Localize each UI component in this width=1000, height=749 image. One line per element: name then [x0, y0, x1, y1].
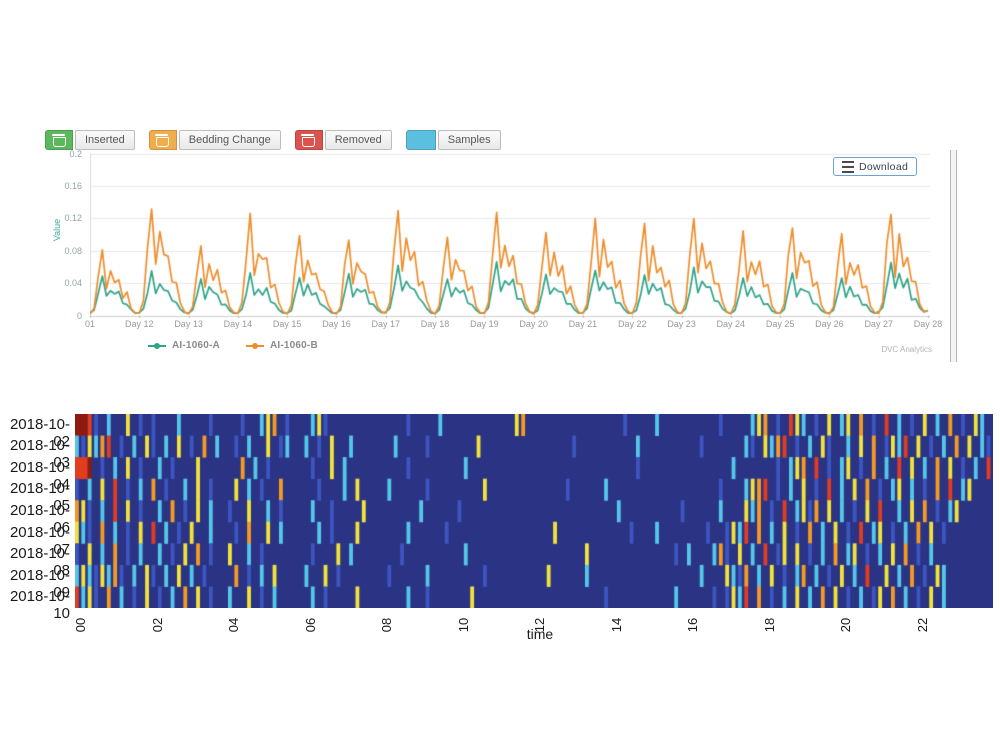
event-button-inserted[interactable]: Inserted: [45, 130, 135, 150]
x-tick-label: Day 26: [815, 319, 844, 329]
heatmap-time-tick-label: 10: [455, 617, 471, 633]
heatmap-time-tick-label: 02: [149, 617, 165, 633]
legend-item-ai-1060-a[interactable]: AI-1060-A: [148, 340, 220, 351]
x-tick-label: Day 27: [864, 319, 893, 329]
x-tick-label: Day 18: [420, 319, 450, 329]
vertical-scrollbar[interactable]: [950, 150, 957, 362]
heatmap-time-tick-label: 20: [838, 617, 853, 633]
event-button-label[interactable]: Removed: [324, 130, 392, 150]
basket-icon: [51, 133, 66, 147]
heatmap-row-label: 2018-10-10: [9, 588, 70, 623]
event-button-removed[interactable]: Removed: [294, 130, 392, 150]
heatmap-row-label: 2018-10-07: [9, 523, 70, 558]
event-legend-toolbar: Inserted Bedding Change Removed Samples: [45, 130, 501, 150]
heatmap-time-tick-label: 00: [73, 617, 88, 633]
x-tick-label: Day 15: [272, 319, 302, 329]
event-button-label[interactable]: Inserted: [75, 130, 135, 150]
cage-icon[interactable]: [148, 130, 177, 150]
watermark: DVC Analytics: [881, 345, 932, 354]
heatmap-row-label: 2018-10-08: [9, 545, 70, 580]
event-button-label[interactable]: Samples: [437, 130, 501, 150]
heatmap-canvas: [75, 414, 993, 608]
x-tick-label: Day 22: [617, 319, 647, 329]
x-tick-label: Day 19: [470, 319, 499, 329]
x-tick-label: Day 20: [519, 319, 548, 329]
x-tick-label: Day 13: [174, 319, 203, 329]
samples-color-swatch[interactable]: [405, 130, 436, 150]
series-b-label: AI-1060-B: [269, 340, 318, 351]
heatmap-row-label: 2018-10-02: [9, 415, 70, 450]
x-tick-label: Day 14: [223, 319, 253, 329]
heatmap-row-label: 2018-10-03: [9, 437, 70, 472]
x-tick-label: Day 28: [913, 319, 943, 329]
heatmap-time-tick-label: 22: [914, 617, 930, 633]
legend-item-ai-1060-b[interactable]: AI-1060-B: [245, 340, 318, 351]
series-a-label: AI-1060-A: [172, 340, 220, 351]
y-tick-label: 0.04: [64, 278, 82, 289]
heatmap-row-label: 2018-10-05: [9, 480, 70, 515]
y-tick-label: 0: [76, 310, 82, 321]
y-tick-label: 0.12: [64, 213, 82, 224]
cage-icon[interactable]: [294, 130, 323, 150]
x-tick-label: Day 12: [125, 319, 154, 329]
heatmap-time-tick-label: 04: [226, 617, 241, 633]
heatmap-time-tick-label: 14: [608, 617, 624, 633]
y-tick-label: 0.16: [64, 180, 82, 191]
x-tick-label: Day 23: [667, 319, 696, 329]
basket-icon: [301, 133, 316, 147]
heatmap-time-tick-label: 06: [302, 617, 318, 633]
x-tick-label: Day 16: [322, 319, 351, 329]
x-tick-label: Day 25: [765, 319, 795, 329]
y-tick-label: 0.2: [69, 148, 82, 159]
x-tick-label: 01: [84, 319, 95, 329]
line-chart-canvas: [90, 152, 930, 318]
heatmap-row-label: 2018-10-04: [9, 458, 70, 493]
x-tick-label: Day 17: [371, 319, 401, 329]
heatmap-time-tick-label: 18: [761, 617, 777, 633]
event-button-samples[interactable]: Samples: [405, 130, 501, 150]
cage-icon[interactable]: [45, 130, 73, 150]
heatmap-row-label: 2018-10-06: [9, 502, 70, 536]
heatmap-x-axis-label: time: [526, 626, 554, 642]
heatmap-time-tick-label: 08: [379, 617, 394, 633]
event-button-bedding-change[interactable]: Bedding Change: [148, 130, 281, 150]
series-a-marker-icon: [148, 342, 166, 349]
event-button-label[interactable]: Bedding Change: [178, 130, 281, 150]
y-tick-label: 0.08: [64, 245, 82, 256]
x-tick-label: Day 24: [716, 319, 746, 329]
heatmap-row-label: 2018-10-09: [9, 566, 70, 601]
series-b-marker-icon: [245, 342, 264, 349]
heatmap-time-tick-label: 16: [685, 617, 700, 633]
x-tick-label: Day 21: [568, 319, 598, 329]
basket-icon: [155, 133, 170, 147]
series-legend: AI-1060-A AI-1060-B: [148, 340, 318, 351]
